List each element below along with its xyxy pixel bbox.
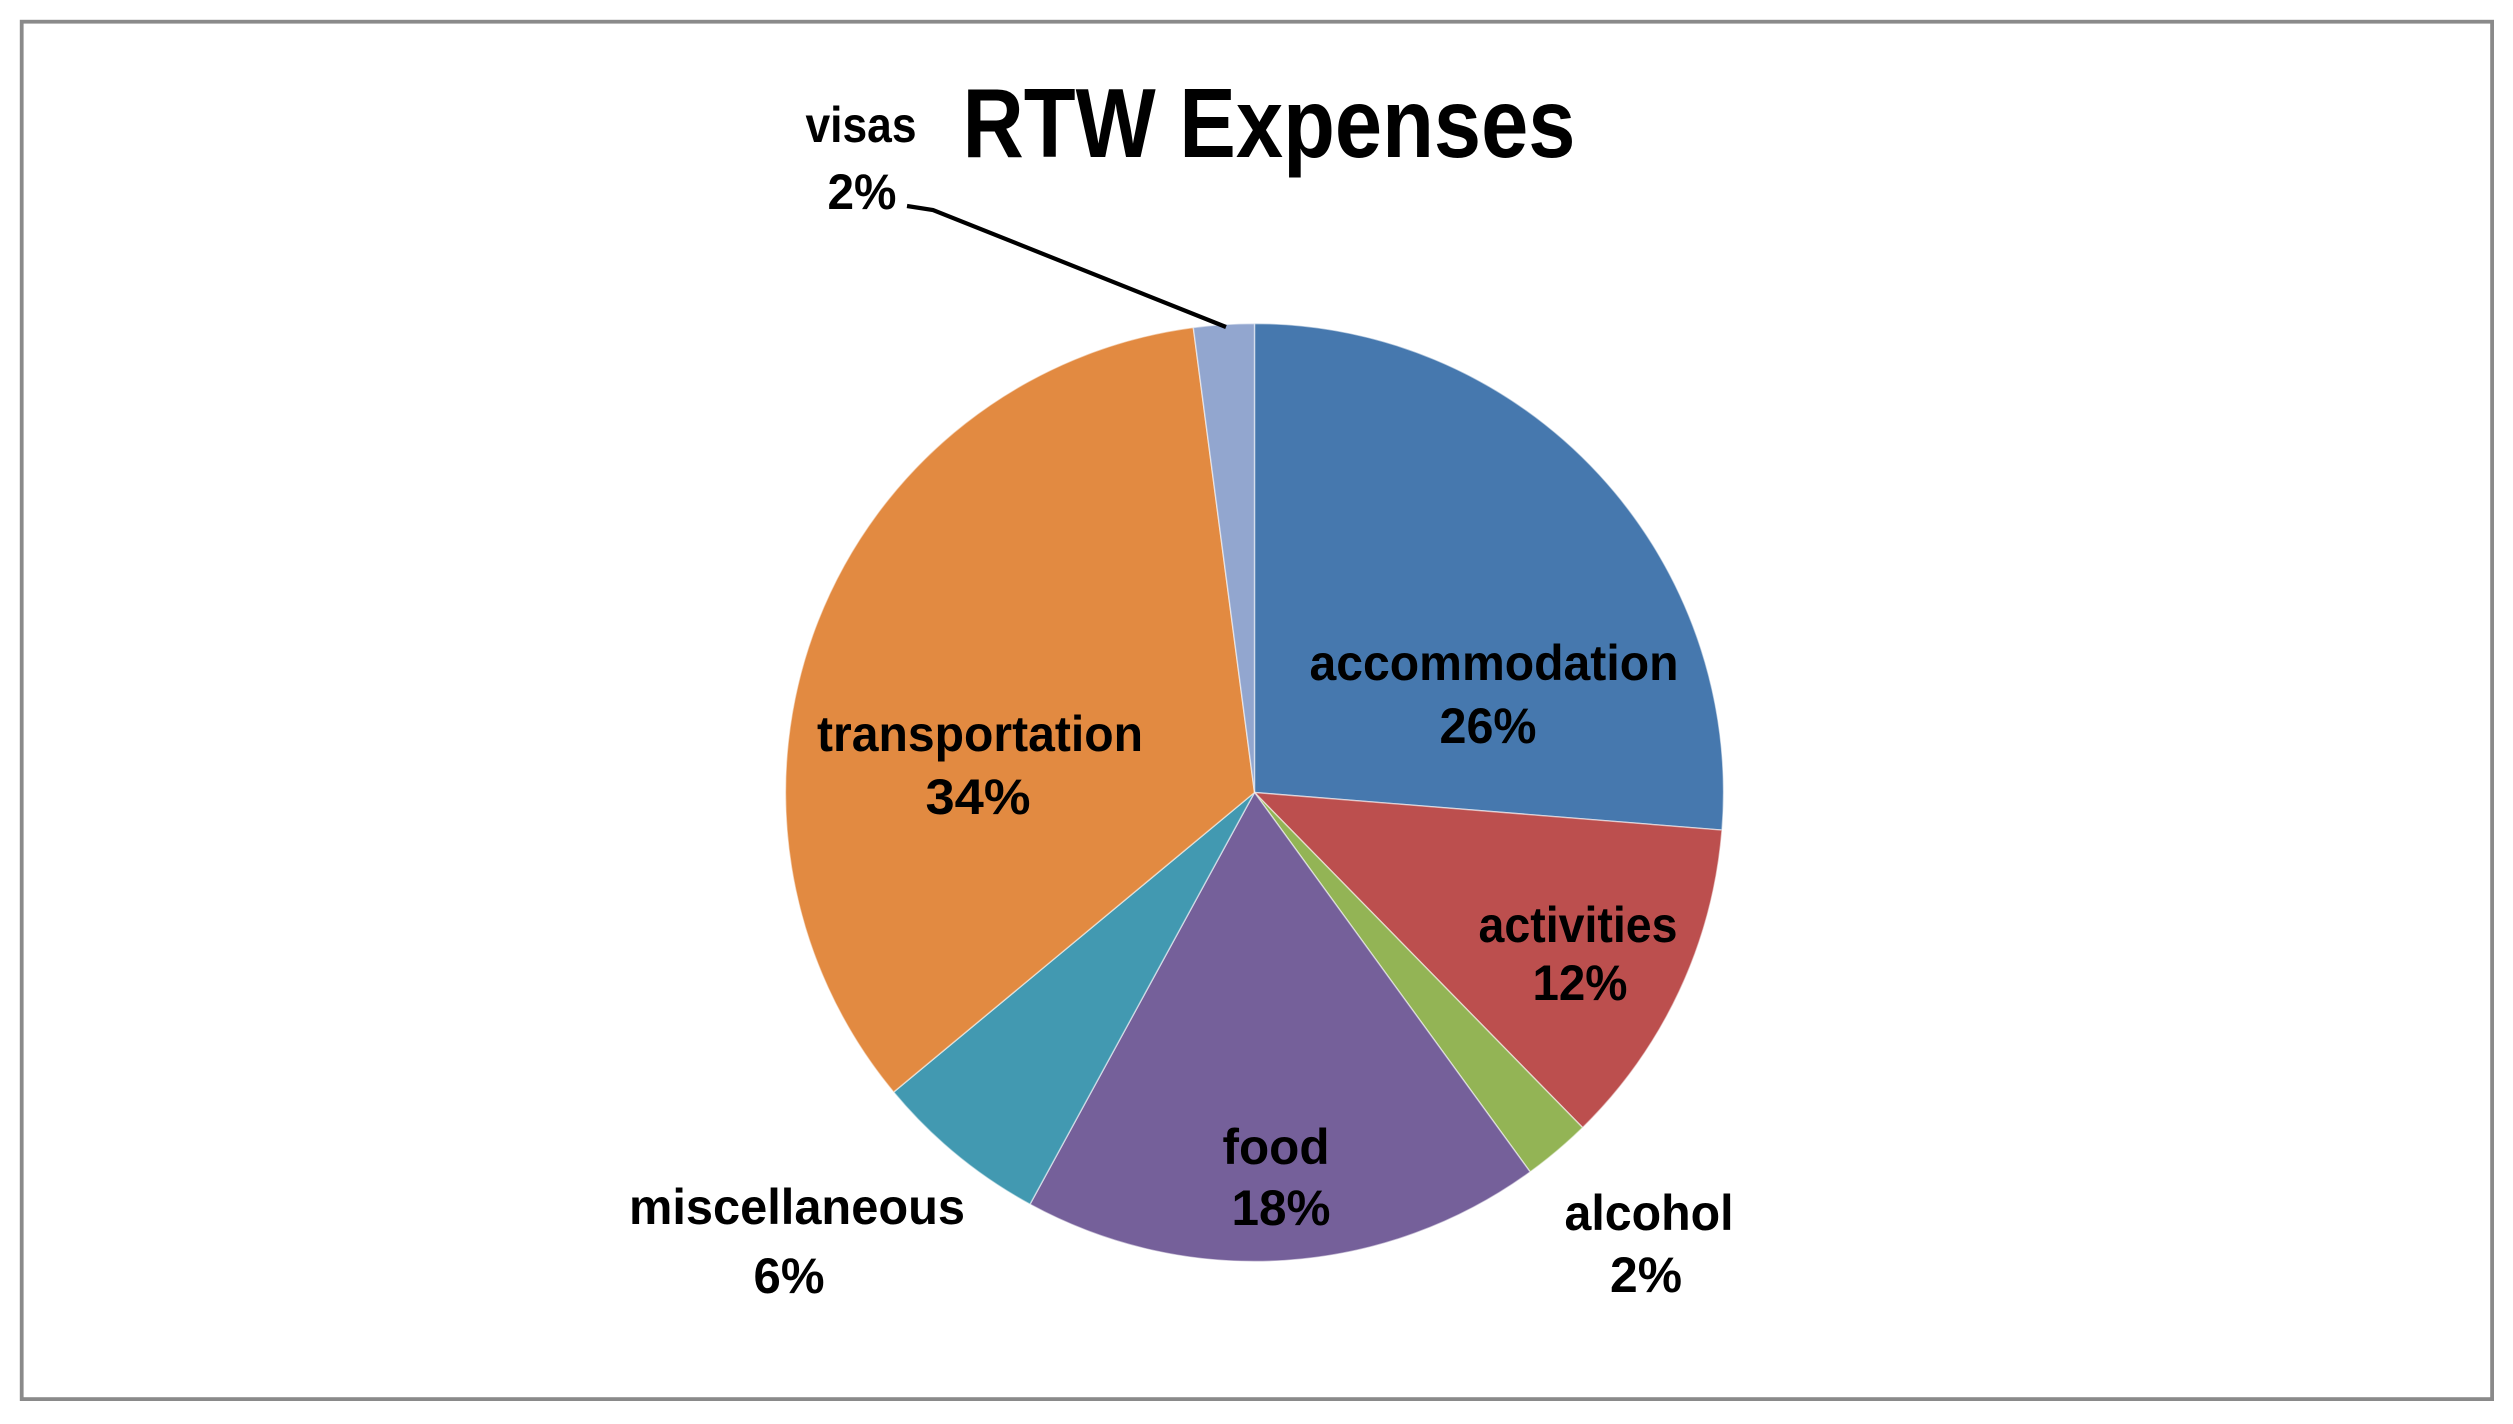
svg-text:food: food [1223, 1119, 1330, 1175]
svg-text:accommodation: accommodation [1310, 635, 1679, 691]
svg-text:2%: 2% [1610, 1247, 1682, 1303]
svg-text:18%: 18% [1232, 1180, 1331, 1236]
svg-text:visas: visas [806, 97, 917, 153]
svg-text:alcohol: alcohol [1565, 1185, 1734, 1241]
svg-text:transportation: transportation [817, 706, 1143, 762]
svg-text:miscellaneous: miscellaneous [629, 1179, 965, 1235]
svg-text:2%: 2% [828, 164, 897, 220]
svg-text:34%: 34% [926, 769, 1031, 825]
svg-text:6%: 6% [754, 1248, 825, 1304]
svg-text:12%: 12% [1533, 955, 1628, 1011]
svg-text:activities: activities [1479, 897, 1678, 953]
svg-text:26%: 26% [1440, 698, 1537, 754]
svg-text:RTW Expenses: RTW Expenses [963, 68, 1576, 178]
